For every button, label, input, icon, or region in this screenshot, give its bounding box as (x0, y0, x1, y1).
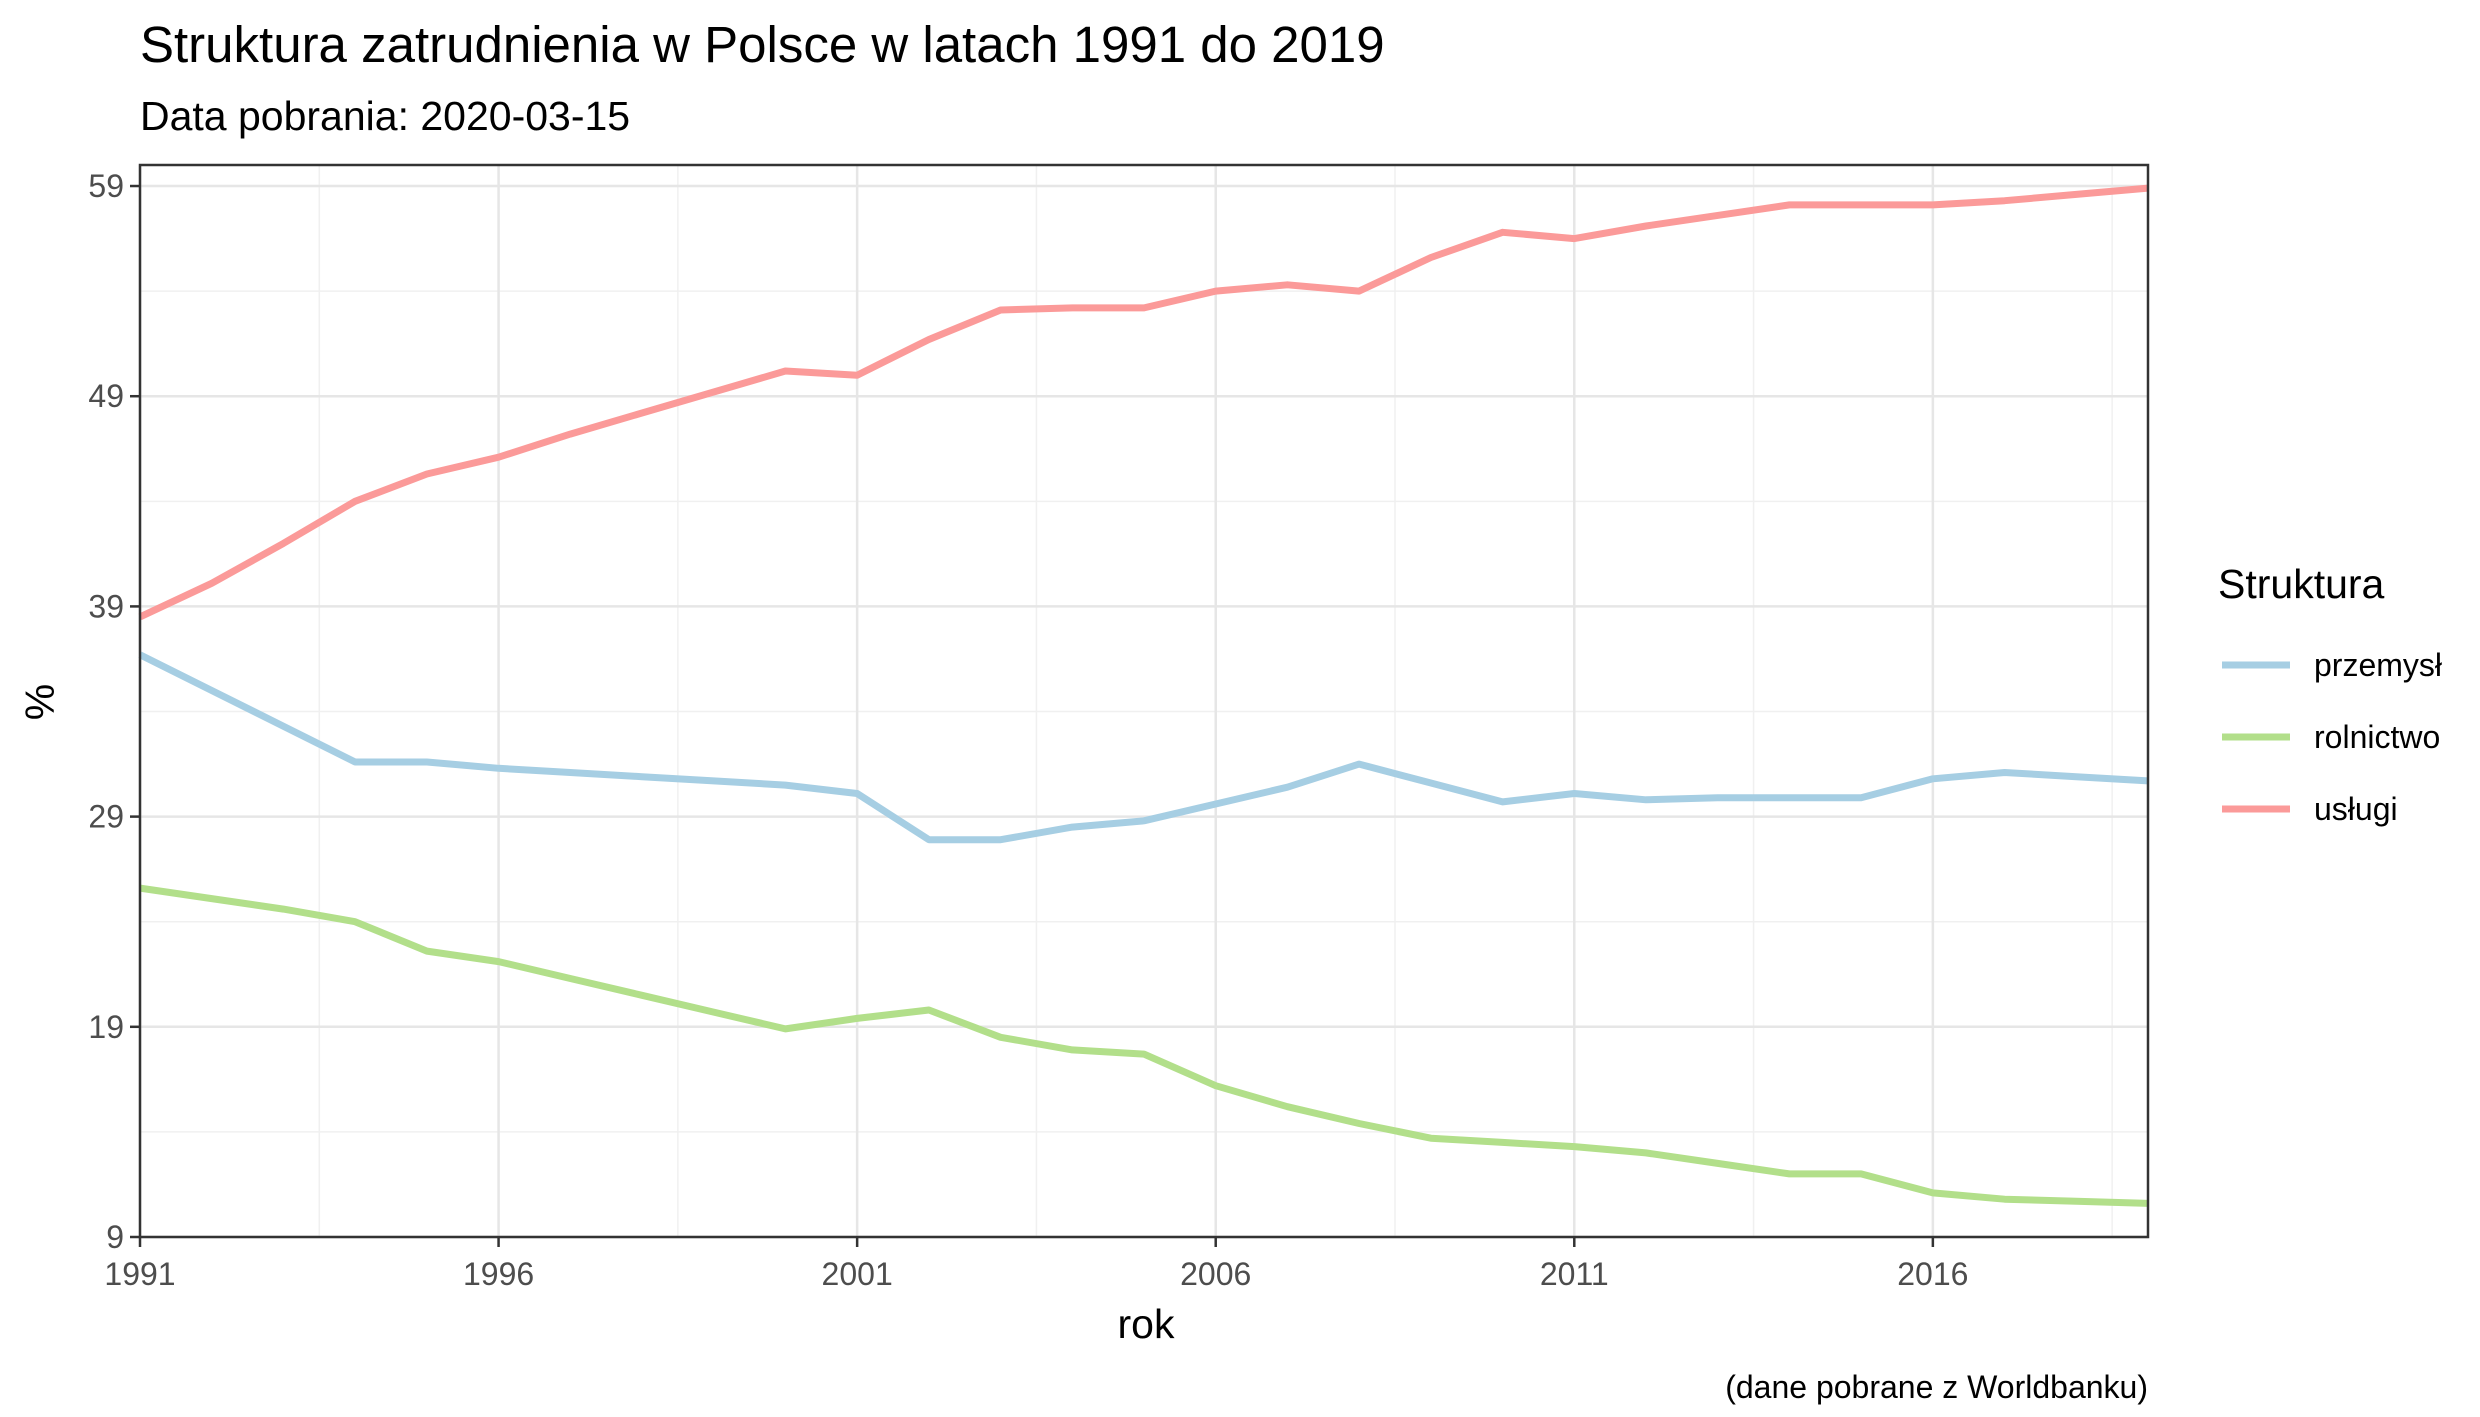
series-line-rolnictwo (139, 884, 2149, 1207)
x-tick-label: 2011 (1540, 1256, 1609, 1292)
x-tick-label: 1996 (463, 1256, 534, 1292)
y-tick-label: 39 (88, 588, 124, 624)
chart-caption: (dane pobrane z Worldbanku) (1725, 1369, 2148, 1405)
grid-minor (140, 165, 2148, 1237)
x-axis: 1991 1996 2001 2006 2011 2016 (104, 1237, 1968, 1292)
x-tick-label: 1991 (104, 1256, 175, 1292)
series-line-przemysł (138, 651, 2149, 844)
x-tick-label: 2016 (1897, 1256, 1968, 1292)
series-line-usługi (138, 184, 2149, 621)
plot-border (138, 163, 2150, 1239)
y-tick-label: 49 (88, 378, 124, 414)
x-tick-label: 2001 (822, 1256, 893, 1292)
legend-title: Struktura (2218, 561, 2385, 607)
y-tick-label: 59 (88, 168, 124, 204)
grid-major (138, 165, 2148, 1239)
chart-subtitle: Data pobrania: 2020-03-15 (140, 93, 630, 139)
y-tick-label: 19 (88, 1009, 124, 1045)
y-tick-label: 29 (88, 799, 124, 835)
y-axis-title: % (17, 684, 63, 720)
legend-label-usługi: usługi (2314, 791, 2398, 827)
chart-title: Struktura zatrudnienia w Polsce w latach… (140, 16, 1385, 73)
legend-label-rolnictwo: rolnictwo (2314, 719, 2440, 755)
y-axis: 9 19 29 39 49 59 (88, 168, 140, 1255)
legend-label-przemysł: przemysł (2314, 647, 2442, 683)
x-axis-title: rok (1118, 1301, 1175, 1347)
y-tick-label: 9 (106, 1219, 124, 1255)
x-tick-label: 2006 (1180, 1256, 1251, 1292)
series-lines (138, 184, 2149, 1207)
legend: przemysł rolnictwo usługi (2222, 647, 2442, 827)
